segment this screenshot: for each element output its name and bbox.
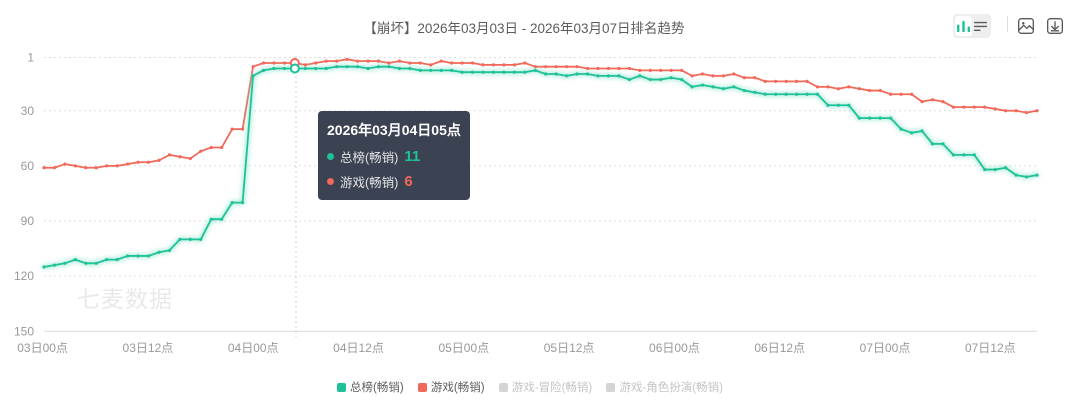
svg-text:06日12点: 06日12点 [754, 341, 805, 355]
svg-text:07日12点: 07日12点 [965, 341, 1016, 355]
svg-text:150: 150 [14, 324, 34, 338]
svg-text:1: 1 [27, 50, 34, 64]
svg-text:05日00点: 05日00点 [438, 341, 489, 355]
svg-text:04日00点: 04日00点 [228, 341, 279, 355]
svg-text:90: 90 [21, 214, 35, 228]
svg-text:03日00点: 03日00点 [17, 341, 68, 355]
svg-text:05日12点: 05日12点 [544, 341, 595, 355]
svg-text:06日00点: 06日00点 [649, 341, 700, 355]
svg-text:07日00点: 07日00点 [860, 341, 911, 355]
svg-text:03日12点: 03日12点 [123, 341, 174, 355]
svg-text:60: 60 [21, 159, 35, 173]
svg-text:04日12点: 04日12点 [333, 341, 384, 355]
svg-text:30: 30 [21, 104, 35, 118]
svg-text:120: 120 [14, 269, 34, 283]
